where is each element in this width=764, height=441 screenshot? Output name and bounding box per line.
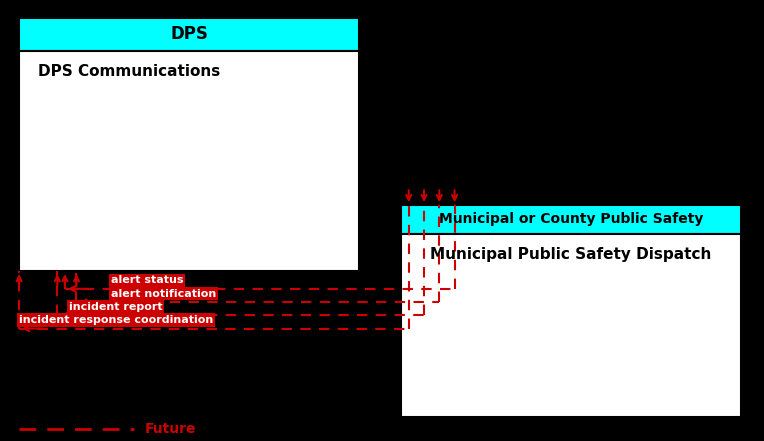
Text: DPS: DPS [170,25,208,43]
Bar [19,51,359,271]
Bar [401,234,741,417]
Text: incident response coordination: incident response coordination [19,315,213,325]
Text: alert status: alert status [111,275,183,285]
Text: DPS Communications: DPS Communications [38,64,221,79]
Text: incident report: incident report [69,302,163,312]
Bar [401,205,741,234]
Bar [19,18,359,51]
Text: Municipal or County Public Safety: Municipal or County Public Safety [439,213,704,226]
Text: Future: Future [145,422,196,436]
Text: alert notification: alert notification [111,288,216,299]
Text: Municipal Public Safety Dispatch: Municipal Public Safety Dispatch [430,247,712,262]
